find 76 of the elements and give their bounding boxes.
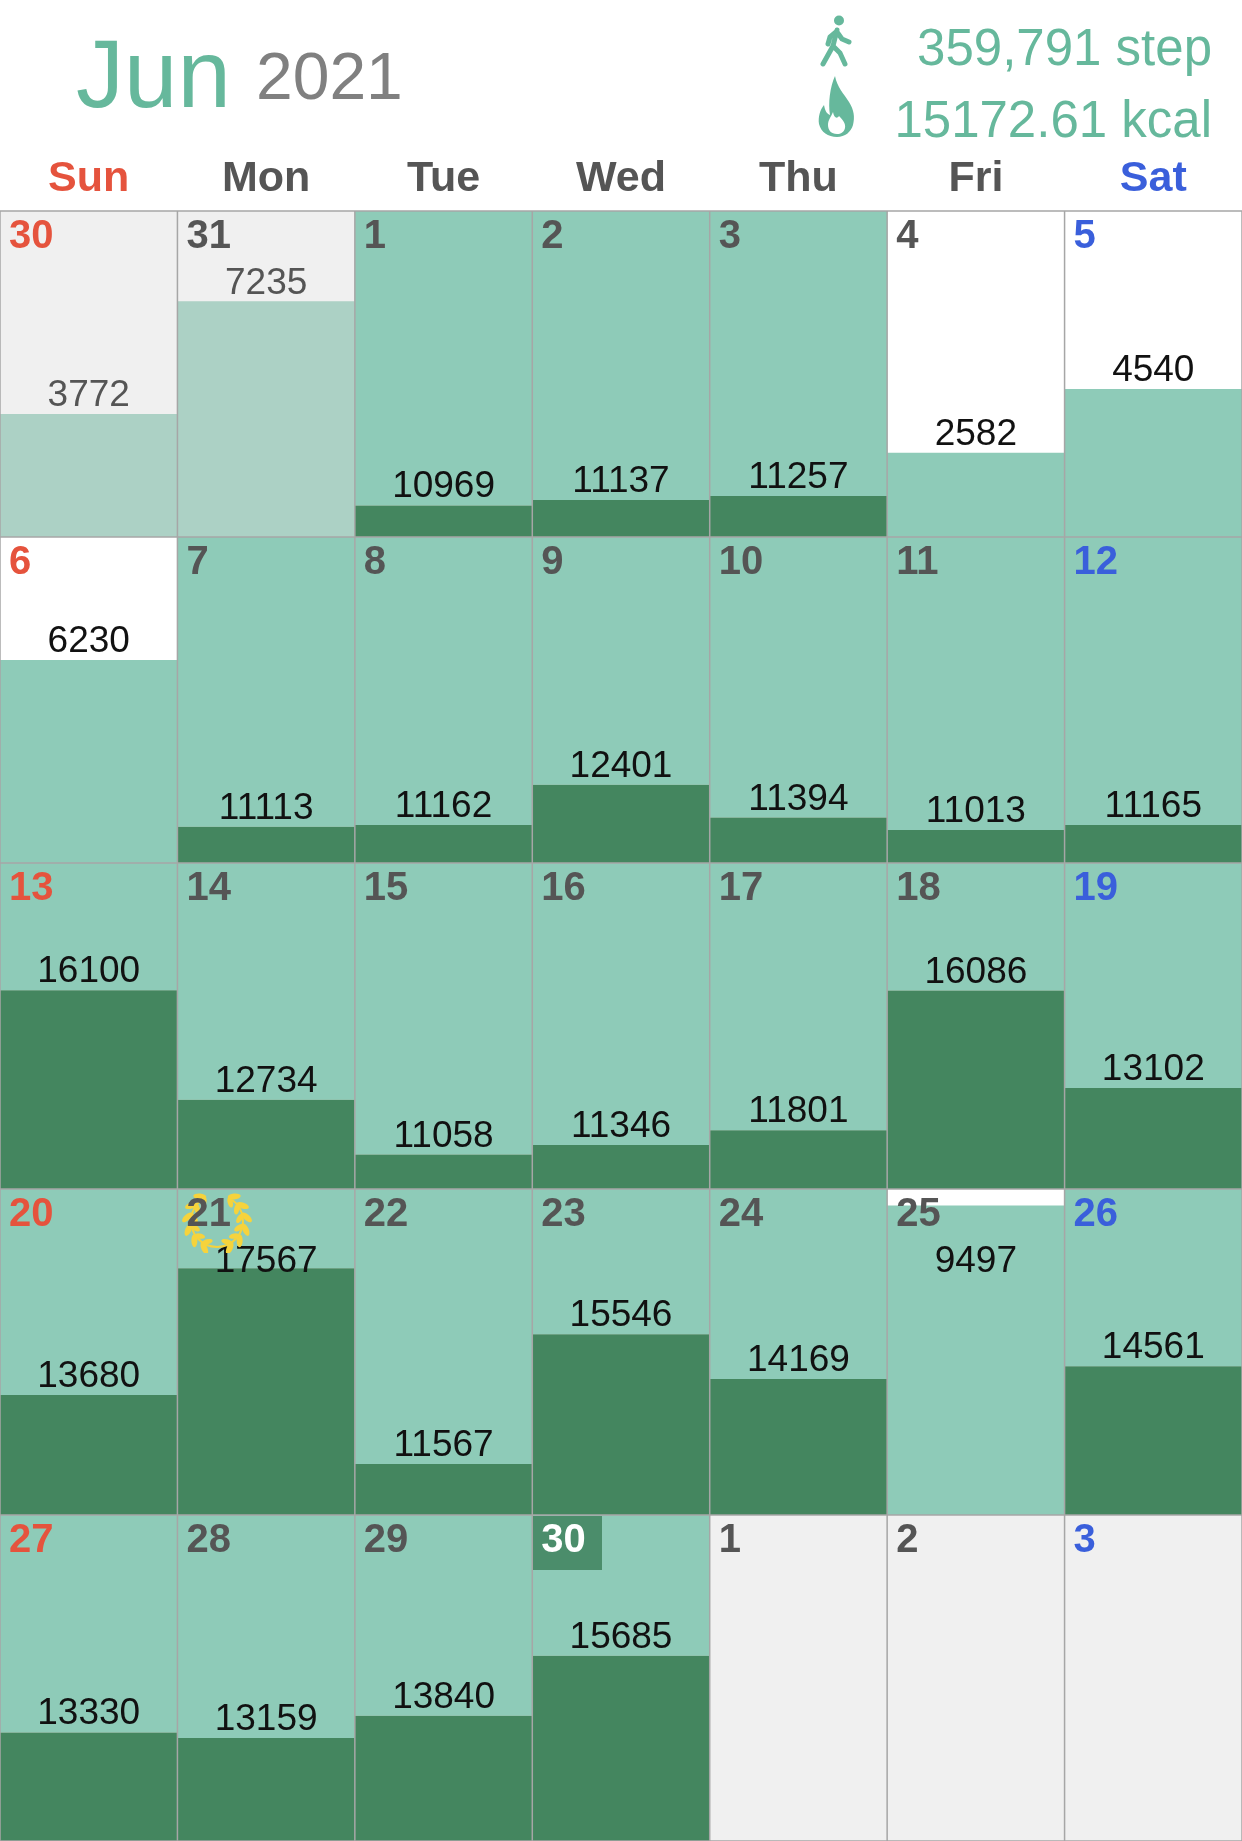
x-tick-label: Mon [221, 152, 311, 201]
x-tick-label: Fri [948, 152, 1004, 201]
annotation: 2 [541, 212, 564, 256]
data-label: 13102 [1101, 1046, 1205, 1088]
x-tick-label: Sun [48, 152, 130, 201]
data-label: 11165 [1104, 784, 1202, 826]
annotation: 20 [9, 1190, 54, 1234]
annotation: 6 [9, 538, 32, 582]
annotation: 1 [718, 1516, 741, 1560]
annotation: 16 [541, 864, 586, 908]
annotation: 8 [363, 538, 387, 582]
data-label: 13159 [214, 1697, 318, 1739]
data-label: 12734 [214, 1058, 318, 1100]
annotation: 3 [1073, 1516, 1096, 1560]
chart-subtitle: 2021 [256, 39, 403, 113]
x-tick-label: Wed [576, 152, 666, 201]
annotation: 27 [9, 1516, 54, 1560]
data-label: 9497 [934, 1239, 1018, 1280]
text: 15172.61 kcal [894, 91, 1212, 148]
annotation: 13 [9, 864, 54, 908]
data-label: 12401 [569, 743, 673, 785]
annotation: 19 [1073, 864, 1119, 908]
annotation: 7 [186, 538, 209, 582]
annotation: 10 [718, 538, 764, 582]
data-label: 11162 [394, 784, 493, 826]
data-label: 11113 [218, 785, 314, 827]
annotation: 23 [541, 1190, 586, 1234]
annotation: 4 [896, 212, 920, 256]
annotation: 29 [363, 1516, 409, 1560]
data-label: 13330 [37, 1691, 141, 1733]
annotation: 9 [541, 538, 564, 582]
data-label: 2582 [934, 411, 1018, 453]
annotation: 3 [718, 212, 741, 256]
data-label: 13840 [392, 1674, 496, 1716]
annotation: 30 [541, 1516, 586, 1560]
annotation: 12 [1073, 538, 1119, 582]
text: 359,791 step [917, 19, 1212, 76]
annotation: 15 [363, 864, 409, 908]
data-label: 11137 [572, 458, 670, 500]
annotation: 26 [1073, 1190, 1119, 1234]
data-label: 14561 [1101, 1325, 1205, 1367]
annotation: 18 [896, 864, 941, 908]
annotation: 24 [718, 1190, 764, 1234]
annotation: 31 [186, 212, 231, 256]
annotation: 11 [896, 538, 939, 582]
data-label: 11058 [393, 1113, 494, 1155]
data-label: 7235 [224, 261, 308, 302]
annotation: 5 [1073, 212, 1096, 256]
annotation: 22 [363, 1190, 409, 1234]
data-label: 16100 [37, 949, 141, 991]
data-label: 14169 [746, 1338, 850, 1380]
data-label: 11013 [925, 788, 1026, 830]
data-label: 11394 [748, 776, 849, 818]
data-label: 6230 [47, 618, 130, 660]
annotation: 14 [186, 864, 232, 908]
x-tick-label: Thu [759, 152, 838, 201]
x-tick-label: Tue [406, 152, 481, 201]
data-label: 11257 [748, 455, 849, 497]
data-label: 11801 [748, 1089, 849, 1131]
chart-title: Jun [76, 20, 231, 127]
data-label: 4540 [1112, 348, 1195, 389]
annotation: 1 [363, 212, 387, 256]
annotation: 28 [186, 1516, 231, 1560]
annotation: 2 [896, 1516, 919, 1560]
data-label: 11346 [570, 1104, 672, 1146]
data-label: 17567 [214, 1239, 318, 1280]
data-label: 15685 [569, 1614, 673, 1656]
data-label: 10969 [392, 464, 496, 506]
data-label: 15546 [569, 1293, 673, 1335]
data-label: 16086 [924, 949, 1028, 991]
annotation: 30 [9, 212, 54, 256]
data-label: 11567 [393, 1422, 494, 1464]
x-tick-label: Sat [1119, 152, 1187, 201]
data-label: 3772 [47, 373, 130, 415]
data-label: 13680 [37, 1354, 141, 1396]
annotation: 17 [718, 864, 764, 908]
